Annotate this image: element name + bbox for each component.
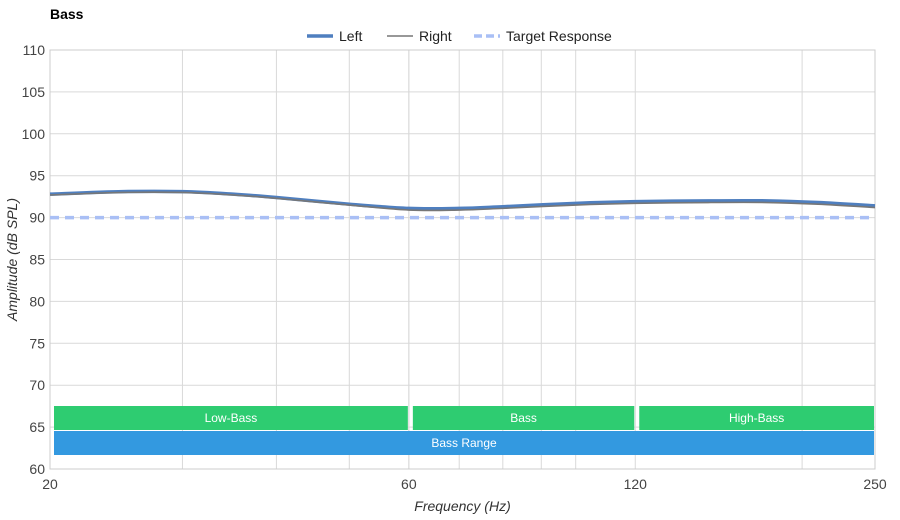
chart-title: Bass (50, 6, 84, 22)
band-high-bass (639, 406, 874, 430)
y-tick-label: 90 (29, 210, 45, 226)
y-tick-label: 110 (23, 42, 46, 58)
x-tick-label: 60 (401, 476, 417, 492)
legend-label: Target Response (506, 28, 612, 44)
x-tick-label: 250 (863, 476, 887, 492)
band-label: Bass (510, 411, 537, 425)
y-tick-label: 60 (29, 461, 45, 477)
series-lines (49, 189, 876, 220)
y-tick-label: 70 (29, 377, 45, 393)
y-tick-label: 65 (29, 419, 45, 435)
x-tick-label: 120 (624, 476, 648, 492)
y-tick-label: 100 (22, 126, 46, 142)
frequency-bands: Low-Bass Bass High-Bass Bass Range (54, 406, 874, 455)
x-axis-title: Frequency (Hz) (414, 498, 510, 514)
plot-frame (49, 49, 876, 470)
y-tick-label: 75 (29, 335, 45, 351)
band-low-bass (54, 406, 408, 430)
legend: Left Right Target Response (307, 28, 612, 44)
y-tick-label: 85 (29, 252, 45, 268)
band-bass (412, 406, 635, 430)
legend-label: Left (339, 28, 362, 44)
y-tick-label: 105 (22, 84, 46, 100)
band-bass-range (54, 431, 874, 455)
y-tick-label: 95 (29, 168, 45, 184)
band-label: Low-Bass (205, 411, 258, 425)
band-label: Bass Range (431, 436, 497, 450)
legend-label: Right (419, 28, 452, 44)
series-line-left (49, 189, 876, 211)
y-axis-title: Amplitude (dB SPL) (4, 198, 20, 322)
x-tick-label: 20 (42, 476, 58, 492)
band-label: High-Bass (729, 411, 784, 425)
series-line-right (49, 191, 876, 212)
y-tick-label: 80 (29, 293, 45, 309)
